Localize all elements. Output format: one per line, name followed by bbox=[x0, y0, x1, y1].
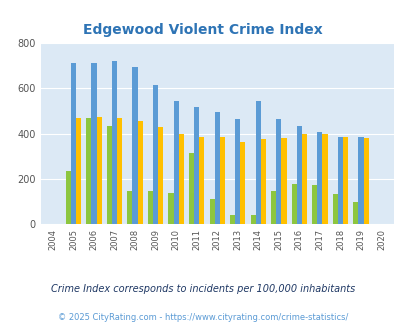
Bar bbox=[91, 63, 96, 224]
Bar bbox=[178, 134, 183, 224]
Bar bbox=[291, 184, 296, 224]
Text: Edgewood Violent Crime Index: Edgewood Violent Crime Index bbox=[83, 23, 322, 37]
Bar bbox=[96, 117, 101, 224]
Bar bbox=[255, 101, 260, 224]
Bar bbox=[296, 126, 301, 224]
Bar bbox=[209, 199, 214, 224]
Text: Crime Index corresponds to incidents per 100,000 inhabitants: Crime Index corresponds to incidents per… bbox=[51, 284, 354, 294]
Bar bbox=[281, 138, 286, 224]
Bar bbox=[188, 153, 194, 224]
Bar bbox=[132, 67, 137, 224]
Bar bbox=[234, 119, 240, 224]
Bar bbox=[230, 215, 234, 224]
Bar bbox=[301, 134, 306, 224]
Bar bbox=[117, 118, 122, 224]
Text: © 2025 CityRating.com - https://www.cityrating.com/crime-statistics/: © 2025 CityRating.com - https://www.city… bbox=[58, 313, 347, 322]
Bar bbox=[158, 127, 163, 224]
Bar bbox=[86, 118, 91, 224]
Bar bbox=[153, 85, 158, 224]
Bar bbox=[260, 139, 265, 224]
Bar bbox=[240, 142, 245, 224]
Bar bbox=[342, 137, 347, 224]
Bar bbox=[214, 112, 219, 224]
Bar bbox=[362, 138, 368, 224]
Bar bbox=[137, 121, 143, 224]
Bar bbox=[337, 137, 342, 224]
Bar bbox=[147, 191, 153, 224]
Bar bbox=[127, 191, 132, 224]
Bar bbox=[107, 126, 112, 224]
Bar bbox=[358, 137, 362, 224]
Bar bbox=[271, 191, 275, 224]
Bar bbox=[332, 194, 337, 224]
Bar bbox=[199, 137, 204, 224]
Bar bbox=[66, 171, 71, 224]
Bar bbox=[275, 119, 281, 224]
Bar bbox=[311, 185, 317, 224]
Bar bbox=[168, 193, 173, 224]
Bar bbox=[219, 137, 224, 224]
Bar bbox=[173, 101, 178, 224]
Bar bbox=[194, 107, 199, 224]
Bar bbox=[112, 61, 117, 224]
Bar bbox=[317, 132, 322, 224]
Bar bbox=[76, 118, 81, 224]
Bar bbox=[322, 134, 327, 224]
Bar bbox=[250, 215, 255, 224]
Bar bbox=[352, 202, 358, 224]
Bar bbox=[71, 63, 76, 224]
